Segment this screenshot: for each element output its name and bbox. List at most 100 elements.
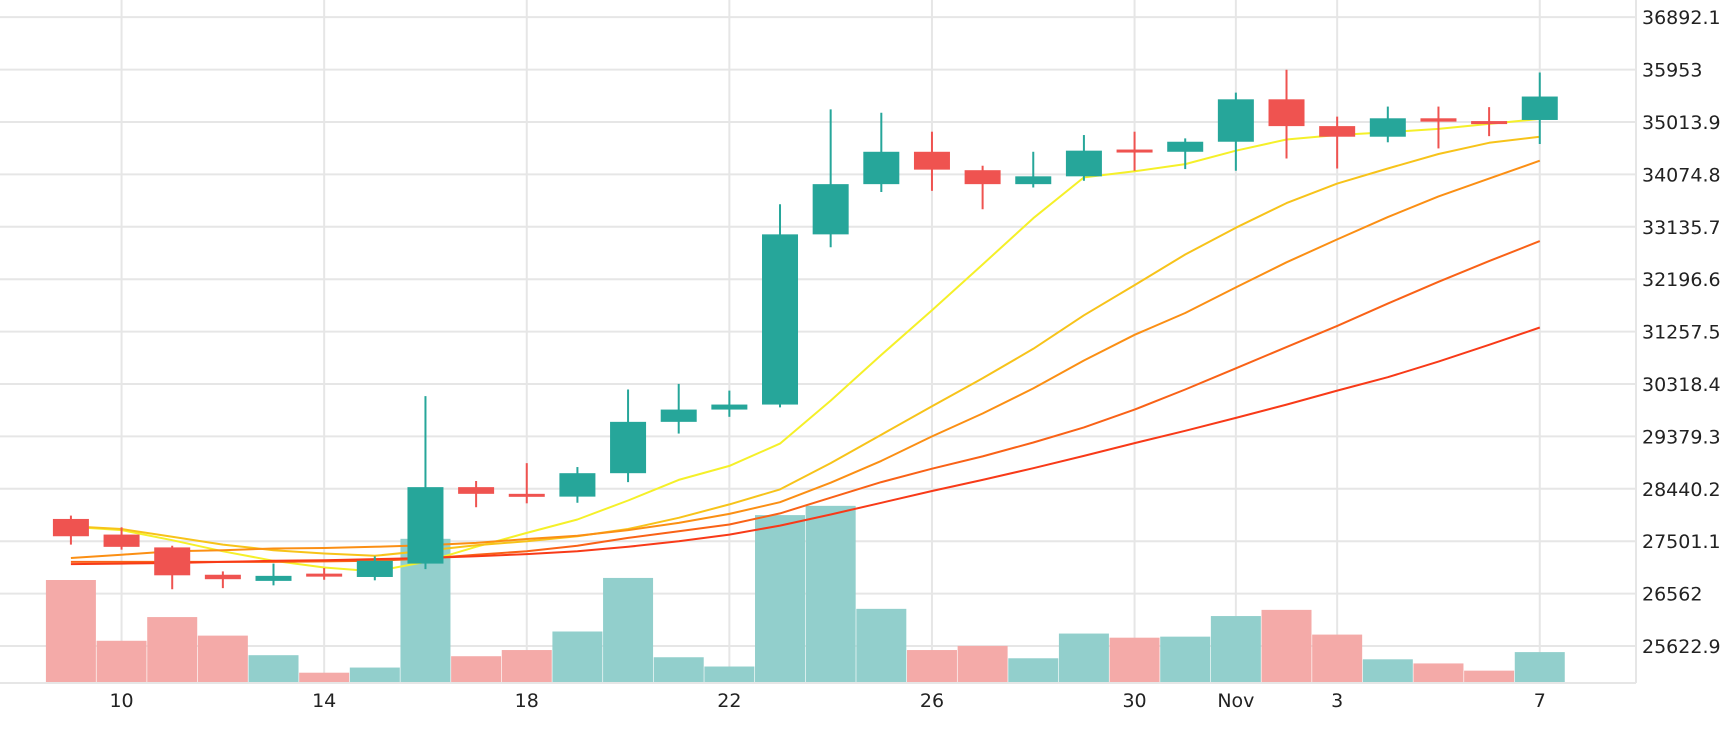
candle-body: [1471, 121, 1508, 125]
candle-body: [255, 575, 292, 581]
candle-body: [1369, 118, 1406, 137]
y-tick-label: 25622.9: [1642, 636, 1721, 658]
candle-body: [52, 518, 89, 537]
volume-bar: [299, 672, 350, 683]
moving-average-line: [70, 117, 1540, 573]
volume-bar: [1312, 634, 1363, 683]
candle-body: [1268, 99, 1305, 127]
candle-body: [356, 560, 393, 577]
volume-bar: [1160, 636, 1211, 683]
moving-average-line: [70, 240, 1541, 563]
y-tick-label: 27501.1: [1642, 531, 1721, 553]
y-tick-label: 34074.8: [1642, 164, 1721, 186]
candle-body: [610, 421, 647, 474]
x-tick-label: Nov: [1217, 690, 1254, 712]
candle-up: [1015, 151, 1052, 188]
candle-body: [1319, 126, 1356, 137]
candle-down: [913, 131, 950, 191]
volume-bar: [603, 577, 654, 683]
candle-body: [508, 493, 545, 497]
y-tick-label: 29379.3: [1642, 426, 1721, 448]
candle-body: [204, 574, 241, 580]
candle-body: [863, 151, 900, 185]
candles: [52, 69, 1558, 590]
volume-bar: [552, 631, 603, 683]
y-tick-label: 28440.2: [1642, 479, 1721, 501]
candle-up: [863, 112, 900, 192]
candle-down: [508, 463, 545, 504]
moving-average-line: [70, 135, 1540, 557]
volume-bar: [248, 655, 299, 683]
y-tick-label: 35013.9: [1642, 112, 1721, 134]
candle-down: [103, 527, 140, 550]
candle-body: [964, 170, 1001, 185]
candle-body: [812, 184, 849, 235]
candle-down: [964, 165, 1001, 210]
volume-bar: [755, 515, 806, 683]
candle-down: [458, 481, 495, 508]
candle-down: [306, 568, 343, 580]
volume-bar: [1058, 633, 1109, 683]
moving-average-line: [70, 326, 1541, 566]
candle-body: [154, 547, 191, 576]
candle-body: [1217, 99, 1254, 142]
candle-down: [1268, 69, 1305, 159]
candle-up: [1521, 72, 1558, 144]
volume-bar: [1261, 609, 1312, 683]
volume-bar: [1514, 652, 1565, 683]
candle-body: [458, 487, 495, 494]
candle-up: [1065, 135, 1102, 181]
candle-body: [1065, 150, 1102, 177]
candle-body: [559, 473, 596, 497]
candle-body: [660, 409, 697, 422]
candle-down: [52, 515, 89, 545]
y-tick-label: 31257.5: [1642, 322, 1721, 344]
candle-down: [154, 545, 191, 590]
candle-up: [559, 467, 596, 503]
moving-average-line: [70, 159, 1541, 559]
volume-bar: [96, 640, 147, 683]
x-tick-label: 14: [312, 690, 336, 712]
y-tick-label: 36892.1: [1642, 7, 1721, 29]
volume-bar: [1464, 670, 1515, 683]
volume-bar: [349, 667, 400, 683]
candle-up: [762, 204, 799, 408]
candle-body: [1521, 96, 1558, 120]
y-tick-label: 26562: [1642, 584, 1702, 606]
volume-bar: [1008, 658, 1059, 683]
candle-up: [711, 390, 748, 417]
candle-up: [1217, 92, 1254, 171]
candle-body: [1015, 176, 1052, 185]
candle-up: [610, 389, 647, 483]
candle-up: [407, 396, 444, 570]
x-tick-label: 3: [1331, 690, 1343, 712]
candle-up: [1167, 138, 1204, 170]
candle-body: [1420, 118, 1457, 122]
candle-down: [1420, 106, 1457, 149]
candle-down: [204, 571, 241, 589]
candle-up: [812, 109, 849, 248]
x-tick-label: 7: [1534, 690, 1546, 712]
volume-bar: [957, 645, 1008, 683]
volume-bar: [1413, 663, 1464, 683]
candle-up: [1369, 106, 1406, 143]
candle-body: [711, 404, 748, 410]
candle-down: [1319, 116, 1356, 169]
y-tick-label: 32196.6: [1642, 269, 1721, 291]
volume-bar: [451, 656, 502, 683]
axes: 36892.1 35953 35013.9 34074.8 33135.7 32196.6…: [0, 0, 1721, 712]
candle-up: [660, 383, 697, 434]
candle-body: [1167, 141, 1204, 152]
candle-down: [1116, 131, 1153, 171]
volume-bar: [653, 657, 704, 683]
candle-body: [762, 234, 799, 405]
candle-up: [356, 556, 393, 581]
x-tick-label: 10: [109, 690, 133, 712]
volume-bar: [1362, 659, 1413, 683]
volume-bar: [1109, 637, 1160, 683]
volume-bars: [45, 505, 1565, 683]
candle-body: [913, 151, 950, 170]
candle-down: [1471, 107, 1508, 137]
